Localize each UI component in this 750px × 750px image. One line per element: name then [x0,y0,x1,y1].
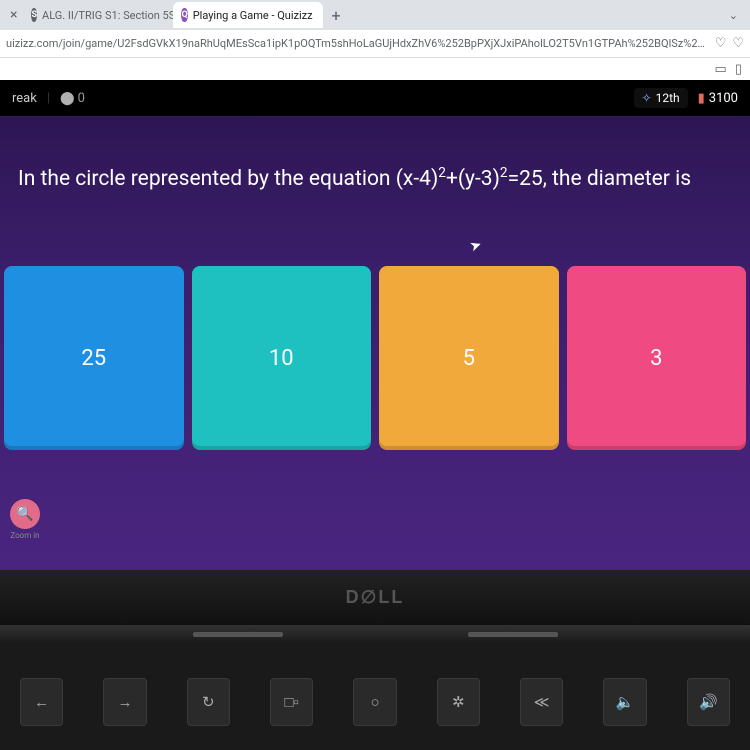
key-volume-up[interactable]: 🔊 [687,678,730,726]
rank-value: 12th [656,91,680,105]
question-part: =25, the diameter is [508,167,691,191]
bookmark-outline-icon[interactable]: ♡ [732,36,744,51]
game-status-bar: reak | ⬤ 0 ✧ 12th ▮ 3100 [0,80,750,116]
screen: × S ALG. II/TRIG S1: Section 5ST4 | S × … [0,0,750,570]
reading-list-icon[interactable]: ▭ [715,62,727,77]
fire-icon: ⬤ [60,91,75,106]
tab-quizizz[interactable]: Q Playing a Game - Quizizz ← × [173,2,323,28]
answer-label: 5 [463,346,475,371]
rank-badge: ✧ 12th [634,88,688,108]
key-volume-down[interactable]: 🔈 [603,678,646,726]
key-rewind[interactable]: ≪ [520,678,563,726]
hinge [0,625,750,643]
tab-alg[interactable]: S ALG. II/TRIG S1: Section 5ST4 | S × [23,2,173,28]
chevron-down-icon[interactable]: ⌄ [721,9,746,22]
answer-label: 25 [81,346,106,371]
question-text: In the circle represented by the equatio… [0,116,750,194]
answer-label: 3 [650,346,662,371]
url-bar[interactable]: uizizz.com/join/game/U2FsdGVkX19naRhUqME… [0,30,750,58]
answer-option-3[interactable]: 3 [567,266,747,450]
favicon-q-icon: Q [181,8,187,22]
divider: | [47,91,50,106]
streak-value: 0 [78,91,85,106]
tab-strip: × S ALG. II/TRIG S1: Section 5ST4 | S × … [0,0,750,30]
toolbar-row: ▭ ▯ [0,58,750,80]
close-icon[interactable]: × [4,7,23,23]
key-fullscreen[interactable]: □▫ [270,678,313,726]
hinge-slot [468,632,558,637]
laptop-base: ← → ↻ □▫ ○ ✲ ≪ 🔈 🔊 [0,625,750,750]
menu-icon[interactable]: ▯ [735,62,742,77]
sparkle-icon: ✧ [642,91,652,105]
streak-label: reak [12,91,37,106]
hinge-slot [193,632,283,637]
key-refresh[interactable]: ↻ [187,678,230,726]
brand-logo: D∅LL [346,587,405,608]
game-area: In the circle represented by the equatio… [0,116,750,570]
key-overview[interactable]: ○ [353,678,396,726]
question-part: +(y-3) [446,167,500,191]
new-tab-button[interactable]: + [323,6,348,25]
laptop-viewport: × S ALG. II/TRIG S1: Section 5ST4 | S × … [0,0,750,750]
zoom-in-button[interactable]: 🔍 Zoom in [10,499,40,540]
bookmark-outline-icon[interactable]: ♡ [715,36,727,51]
question-exp: 2 [438,165,446,181]
zoom-label: Zoom in [10,531,39,540]
coin-count: ▮ 3100 [698,91,738,106]
answer-grid: 25 10 5 3 [0,266,750,450]
streak-count: ⬤ 0 [60,91,85,106]
key-left-arrow[interactable]: ← [20,678,63,726]
question-exp: 2 [500,165,508,181]
key-right-arrow[interactable]: → [103,678,146,726]
question-part: In the circle represented by the equatio… [18,167,438,191]
tab-label: Playing a Game - Quizizz [193,9,313,22]
keyboard: ← → ↻ □▫ ○ ✲ ≪ 🔈 🔊 [0,643,750,726]
favicon-s-icon: S [31,8,37,22]
tab-label: ALG. II/TRIG S1: Section 5ST4 | S [42,9,173,22]
answer-label: 10 [269,346,294,371]
laptop-bezel: D∅LL [0,570,750,625]
answer-option-0[interactable]: 25 [4,266,184,450]
answer-option-1[interactable]: 10 [192,266,372,450]
coin-icon: ▮ [698,91,705,106]
coin-value: 3100 [709,91,738,106]
answer-option-2[interactable]: 5 [379,266,559,450]
key-brightness[interactable]: ✲ [437,678,480,726]
url-text: uizizz.com/join/game/U2FsdGVkX19naRhUqME… [6,37,709,50]
cursor-icon: ➤ [468,236,484,255]
magnifier-icon: 🔍 [10,499,40,529]
